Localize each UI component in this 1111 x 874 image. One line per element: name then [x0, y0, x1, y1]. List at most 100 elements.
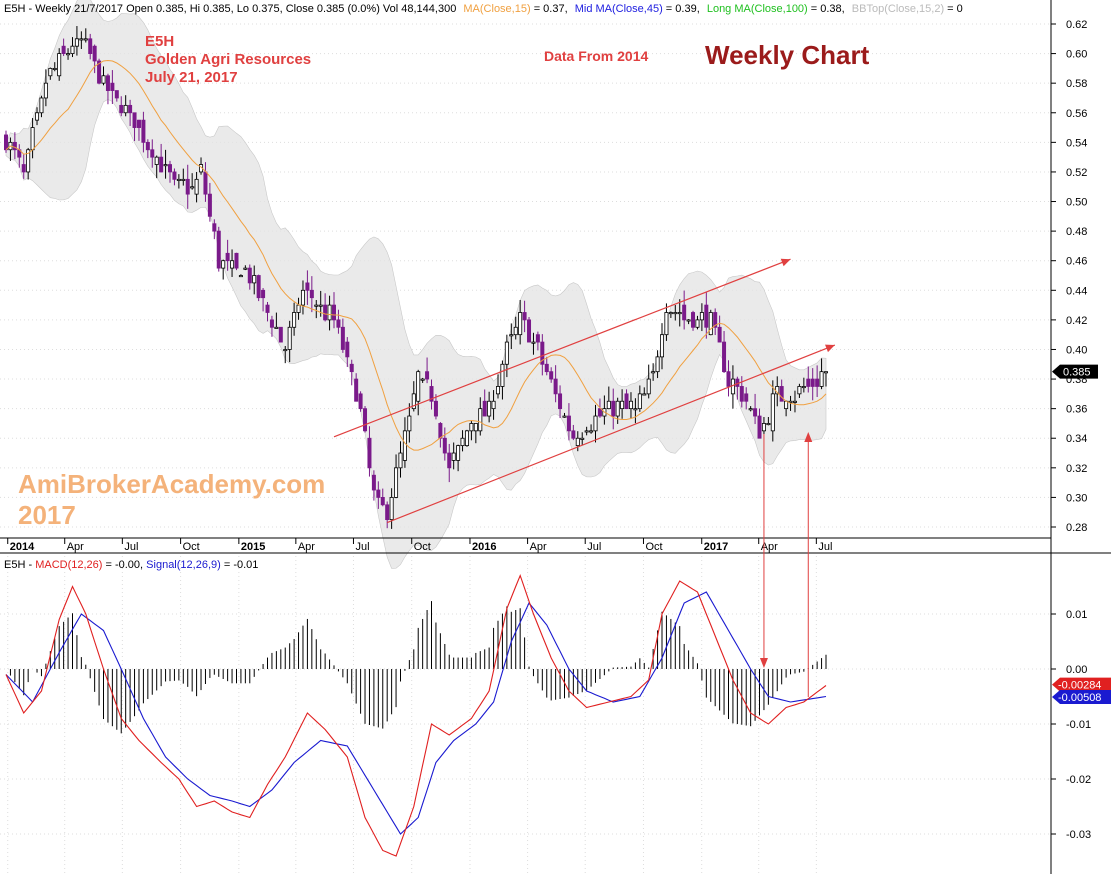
price-tick-label: 0.48 — [1066, 226, 1087, 238]
candle-body — [105, 75, 110, 91]
macd-value-tag: -0.00284 — [1052, 677, 1111, 692]
candle-body — [159, 156, 164, 173]
trend-line-1-head — [780, 258, 791, 267]
candle-body — [203, 171, 208, 195]
candle-body — [757, 415, 762, 439]
candle-body — [305, 282, 310, 291]
macd-pane: 0.01 0.00 -0.01 -0.02 -0.03 — [0, 573, 1091, 857]
candle-body — [300, 289, 305, 306]
candle-body — [243, 267, 248, 270]
candle-body — [371, 474, 376, 491]
ma15-line — [5, 59, 827, 451]
macd-header-signal-label: Signal(12,26,9) — [146, 559, 221, 571]
candle-body — [274, 326, 279, 329]
close-value-text: 0.385 — [1063, 367, 1091, 379]
candle-body — [642, 393, 647, 396]
candle-body — [292, 312, 297, 328]
candle-body — [367, 437, 372, 469]
candle-body — [810, 378, 815, 387]
header-ma15-label: MA(Close,15) — [463, 3, 530, 15]
candle-body — [495, 386, 500, 395]
date-annotation: July 21, 2017 — [145, 69, 238, 86]
candle-body — [797, 386, 802, 395]
price-tick-label: 0.52 — [1066, 167, 1087, 179]
candle-body — [748, 408, 753, 411]
candle-body — [216, 230, 221, 269]
candle-body — [518, 312, 523, 336]
candle-body — [438, 423, 443, 439]
candle-body — [176, 178, 181, 181]
candle-body — [620, 400, 625, 410]
candle-body — [531, 341, 536, 344]
candle-body — [207, 193, 212, 217]
candle-body — [646, 378, 651, 395]
candle-body — [416, 371, 421, 402]
candle-body — [558, 393, 563, 410]
x-tick-label: Oct — [183, 541, 200, 553]
header-bbtop-label: BBTop(Close,15,2) — [852, 3, 944, 15]
data-from-annotation: Data From 2014 — [544, 48, 648, 64]
candle-body — [677, 312, 682, 315]
header-ma45-value: = 0.39, — [663, 3, 700, 15]
header-ma15-value: = 0.37, — [531, 3, 568, 15]
candle-body — [425, 371, 430, 380]
trend-line-2-head — [825, 344, 835, 353]
candle-body — [593, 415, 598, 432]
candle-body — [221, 260, 226, 269]
symbol-annotation: E5H — [145, 33, 174, 50]
candle-body — [110, 82, 115, 91]
candle-body — [57, 53, 62, 77]
macd-header-macd-value: = -0.00, — [102, 559, 146, 571]
price-tick-label: 0.28 — [1066, 522, 1087, 534]
x-tick-label: Jul — [124, 541, 138, 553]
candle-body — [225, 252, 230, 262]
candle-body — [269, 319, 274, 328]
candle-body — [580, 437, 585, 440]
candlesticks — [4, 26, 829, 529]
candle-body — [447, 452, 452, 469]
candle-body — [761, 423, 766, 432]
candle-body — [726, 371, 731, 387]
price-tick-label: 0.54 — [1066, 137, 1087, 149]
macd-header-prefix: E5H - — [4, 559, 35, 571]
candle-body — [389, 497, 394, 521]
macd-line — [5, 573, 827, 857]
x-tick-label: 2014 — [10, 541, 35, 553]
chart-title: Weekly Chart — [705, 40, 870, 70]
candle-body — [185, 178, 190, 195]
candle-body — [824, 371, 829, 374]
header-bbtop-value: = 0 — [944, 3, 963, 15]
candle-body — [784, 400, 789, 410]
x-axis: 2014 Apr Jul Oct 2015 Apr Jul Oct 2016 Apr Jul Oct 2… — [0, 537, 1051, 874]
candle-body — [12, 141, 17, 151]
candle-body — [349, 363, 354, 373]
candle-body — [615, 400, 620, 417]
candle-body — [460, 437, 465, 447]
candle-body — [549, 371, 554, 380]
x-tick-label: Jul — [355, 541, 369, 553]
candle-body — [318, 304, 323, 307]
macd-tick-label: -0.02 — [1066, 774, 1091, 786]
candle-body — [535, 334, 540, 343]
candle-body — [123, 104, 128, 114]
signal-value-text: -0.00508 — [1058, 692, 1101, 704]
candle-body — [597, 408, 602, 417]
candle-body — [464, 430, 469, 447]
candle-body — [398, 452, 403, 469]
macd-tick-label: 0.01 — [1066, 609, 1087, 621]
price-tick-label: 0.62 — [1066, 19, 1087, 31]
price-tick-label: 0.58 — [1066, 78, 1087, 90]
macd-header-macd-label: MACD(12,26) — [35, 559, 102, 571]
x-tick-label: 2015 — [241, 541, 265, 553]
candle-body — [487, 400, 492, 417]
candle-body — [433, 400, 438, 417]
candle-body — [354, 378, 359, 402]
macd-header-signal-value: = -0.01 — [221, 559, 259, 571]
candle-body — [504, 341, 509, 365]
x-tick-label: Apr — [298, 541, 315, 553]
candle-body — [136, 119, 141, 128]
candle-body — [819, 371, 824, 387]
watermark-year: 2017 — [18, 500, 76, 530]
candle-body — [779, 386, 784, 402]
